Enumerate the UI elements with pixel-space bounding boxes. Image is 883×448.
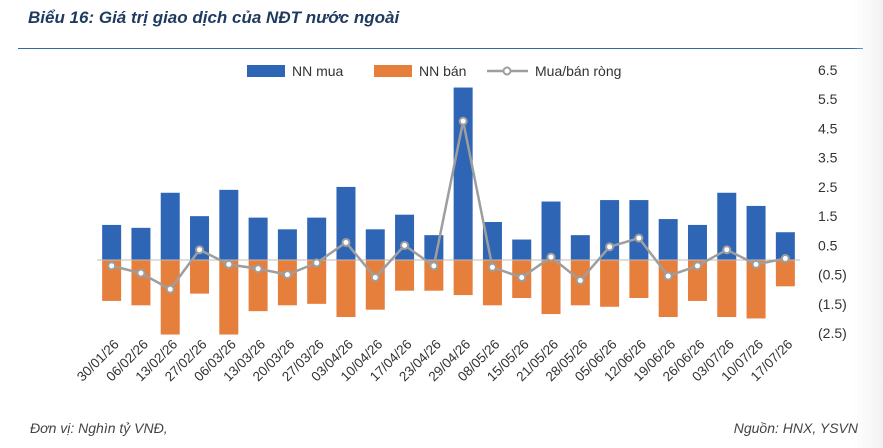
y-tick-label: (1.5) (818, 296, 847, 312)
buy-bar (687, 224, 707, 260)
buy-bar (160, 192, 180, 260)
buy-bar (717, 192, 737, 260)
buy-bar (512, 239, 532, 260)
net-point (780, 254, 790, 264)
net-point (751, 259, 761, 269)
net-line (107, 116, 790, 294)
net-point (136, 268, 146, 278)
sell-bar (453, 260, 473, 296)
net-point (546, 252, 556, 262)
net-point (517, 273, 527, 283)
sell-bar (190, 260, 210, 294)
title-rule (18, 48, 863, 49)
buy-bar (629, 200, 649, 260)
sell-bar (629, 260, 649, 298)
buy-bar (307, 217, 327, 260)
y-tick-label: 1.5 (818, 208, 838, 224)
buy-bar (482, 222, 502, 260)
sell-bar (395, 260, 415, 291)
buy-bar (453, 87, 473, 261)
net-point (605, 242, 615, 252)
sell-bar (219, 260, 239, 335)
net-point (429, 261, 439, 271)
bars (97, 87, 800, 335)
net-point (663, 271, 673, 281)
sell-bar (248, 260, 268, 312)
buy-bar (541, 201, 561, 260)
source-note: Nguồn: HNX, YSVN (733, 420, 858, 436)
y-axis: 6.5 5.5 4.5 3.5 2.5 1.5 0.5 (0.5) (1.5) (2.5) (818, 62, 847, 341)
net-point (400, 240, 410, 250)
legend: NN mua NN bán Mua/bán ròng (247, 63, 621, 79)
sell-bar (775, 260, 795, 287)
sell-bar (307, 260, 327, 304)
sell-bar (131, 260, 151, 306)
net-point (282, 270, 292, 280)
y-tick-label: 5.5 (818, 91, 838, 107)
sell-bar (160, 260, 180, 335)
y-tick-label: (0.5) (818, 267, 847, 283)
net-point (458, 116, 468, 126)
y-tick-label: 3.5 (818, 150, 838, 166)
sell-bar (102, 260, 122, 301)
legend-label-net: Mua/bán ròng (535, 63, 621, 79)
net-point (575, 275, 585, 285)
y-tick-label: 4.5 (818, 120, 838, 136)
buy-bar (570, 235, 590, 260)
legend-swatch-buy (247, 65, 285, 77)
legend-label-buy: NN mua (292, 63, 344, 79)
net-point (487, 262, 497, 272)
buy-bar (219, 189, 239, 260)
y-tick-label: 6.5 (818, 62, 838, 78)
net-point (253, 264, 263, 274)
sell-bar (687, 260, 707, 301)
sell-bar (746, 260, 766, 319)
buy-bar (336, 186, 356, 260)
net-point (341, 237, 351, 247)
buy-bar (277, 229, 297, 260)
sell-bar (365, 260, 385, 310)
unit-note: Đơn vị: Nghìn tỷ VNĐ, (30, 420, 168, 436)
buy-bar (365, 229, 385, 260)
legend-marker-net (502, 66, 512, 76)
legend-label-sell: NN bán (419, 63, 466, 79)
y-tick-label: (2.5) (818, 325, 847, 341)
buy-bar (190, 216, 210, 260)
net-point (107, 261, 117, 271)
x-axis: 30/01/2606/02/2613/02/2627/02/2606/03/26… (74, 337, 795, 385)
buy-bar (102, 224, 122, 260)
net-line-path (111, 120, 786, 291)
y-tick-label: 2.5 (818, 179, 838, 195)
net-point (165, 284, 175, 294)
net-point (370, 273, 380, 283)
sell-bar (336, 260, 356, 317)
page-edge-shadow (853, 0, 883, 448)
net-point (692, 261, 702, 271)
y-tick-label: 0.5 (818, 237, 838, 253)
buy-bar (248, 217, 268, 260)
net-point (312, 258, 322, 268)
sell-bar (482, 260, 502, 306)
sell-bar (717, 260, 737, 317)
buy-bar (131, 227, 151, 260)
buy-bar (658, 219, 678, 260)
buy-bar (746, 205, 766, 260)
legend-swatch-sell (374, 65, 412, 77)
sell-bar (424, 260, 444, 291)
sell-bar (277, 260, 297, 306)
sell-bar (600, 260, 620, 307)
net-point (224, 259, 234, 269)
buy-bar (775, 232, 795, 260)
sell-bar (541, 260, 561, 315)
chart-title: Biểu 16: Giá trị giao dịch của NĐT nước … (28, 8, 400, 27)
net-point (195, 245, 205, 255)
net-point (722, 245, 732, 255)
net-point (634, 233, 644, 243)
